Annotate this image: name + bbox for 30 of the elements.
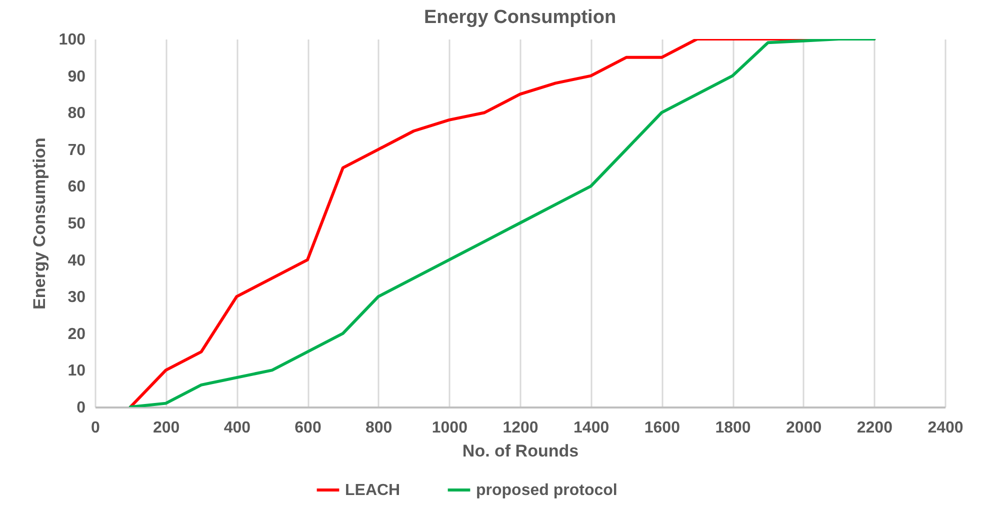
- x-tick-label: 1200: [502, 420, 538, 436]
- y-tick-label: 0: [76, 400, 86, 416]
- x-tick-label: 2000: [786, 420, 822, 436]
- x-tick-label: 200: [152, 420, 180, 436]
- x-tick-label: 800: [365, 420, 392, 436]
- y-tick-label: 70: [68, 142, 86, 159]
- y-tick-label: 90: [68, 68, 86, 86]
- x-tick-label: 1600: [644, 420, 680, 436]
- x-tick-label: 2200: [856, 420, 893, 436]
- x-tick-label: 0: [91, 420, 100, 436]
- y-tick-label: 100: [58, 32, 86, 48]
- legend-label: LEACH: [345, 482, 400, 499]
- y-tick-label: 30: [68, 289, 86, 306]
- legend-label: proposed protocol: [476, 482, 618, 499]
- x-tick-label: 400: [224, 420, 251, 436]
- x-tick-label: 1800: [715, 420, 751, 436]
- y-tick-label: 80: [68, 105, 86, 122]
- x-tick-label: 600: [294, 420, 322, 436]
- y-axis-title: Energy Consumption: [30, 138, 49, 310]
- y-tick-label: 40: [68, 252, 86, 270]
- y-tick-label: 60: [68, 178, 86, 196]
- x-tick-label: 2400: [928, 420, 964, 436]
- x-axis-title: No. of Rounds: [462, 442, 579, 460]
- x-tick-label: 1400: [574, 420, 610, 436]
- y-tick-label: 50: [68, 216, 86, 232]
- y-tick-label: 20: [68, 326, 86, 343]
- line-series: [128, 39, 876, 407]
- x-tick-label: 1000: [432, 420, 468, 436]
- y-tick-label: 10: [68, 362, 86, 380]
- chart-title: Energy Consumption: [424, 7, 616, 28]
